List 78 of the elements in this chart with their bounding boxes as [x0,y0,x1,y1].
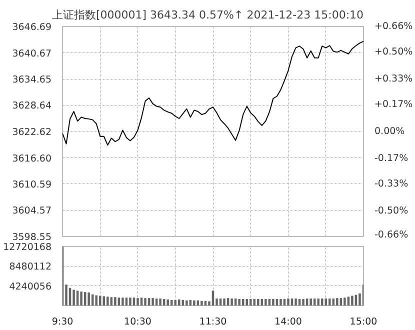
bar [95,295,98,306]
y2-tick-label: +0.50% [374,46,413,58]
x-tick-label: 14:00 [274,316,302,328]
bar [238,299,240,306]
bar [125,298,128,306]
bar [148,298,150,306]
y2-tick-label: -0.33% [374,178,408,190]
x-tick-label: 15:00 [350,316,378,328]
bar [88,292,90,306]
bar [294,298,297,306]
y-tick-label: 3628.64 [12,100,52,112]
bar [317,298,320,306]
bar [223,298,226,306]
bar [174,300,177,306]
bar [310,298,312,306]
y2-tick-label: +0.33% [374,74,413,84]
y2-tick-label: -0.50% [374,206,408,217]
bar [166,299,169,306]
y2-tick-label: 0.00% [374,126,405,137]
bar [76,290,79,306]
bar [98,296,102,306]
bar [122,298,124,306]
bar [287,298,290,306]
line-series [62,40,364,146]
bar [152,298,154,306]
bar [344,298,346,306]
x-tick-label: 9:30 [52,316,74,328]
y-tick-label: 3598.55 [12,232,52,243]
bar [280,299,282,306]
bar [302,299,304,306]
y2-tick-label: +0.66% [374,21,413,32]
y-tick-label: 3646.69 [12,22,52,33]
y-tick-label: 3616.60 [12,153,52,164]
y-tick-label: 3634.65 [12,74,52,86]
bar [336,298,338,306]
bar [193,300,196,306]
y-tick-label: 3640.67 [12,48,52,60]
bar [351,296,354,306]
bar [118,298,120,306]
bar [80,292,82,306]
bar [129,298,132,306]
x-tick-label: 10:30 [124,316,152,328]
bar [102,296,106,306]
y-tick-label: 8480112 [9,262,52,273]
bar [328,298,331,306]
bar [230,298,233,306]
bar [264,299,267,306]
bar [159,298,162,306]
bar [144,298,146,306]
bar [140,298,143,306]
y2-tick-label: -0.17% [374,153,408,164]
bar [347,296,350,306]
bar [246,299,248,306]
y-tick-label: 3610.59 [12,179,52,190]
y2-tick-label: -0.66% [374,230,408,240]
y-tick-label: 3604.57 [12,206,52,217]
bar [178,299,180,306]
bar [249,299,252,306]
bar [200,300,203,306]
chart-title: 上证指数[000001] 3643.34 0.57%↑ 2021-12-23 15:00:10 [52,8,364,22]
bar [272,299,274,306]
bar [72,290,75,306]
x-tick-label: 11:30 [199,316,227,328]
bar [324,298,328,306]
bar [136,298,139,306]
bar [212,290,214,306]
bar [110,297,113,306]
bar [106,296,109,306]
bar [114,297,116,306]
y-tick-label: 12720168 [3,242,52,253]
y-tick-label: 3622.62 [12,127,52,138]
bar [340,298,342,306]
bar [226,298,230,306]
y-tick-label: 4240056 [9,281,52,292]
bar [257,299,260,306]
bar [186,300,188,306]
y2-tick-label: +0.17% [374,98,413,110]
bar [132,298,136,306]
